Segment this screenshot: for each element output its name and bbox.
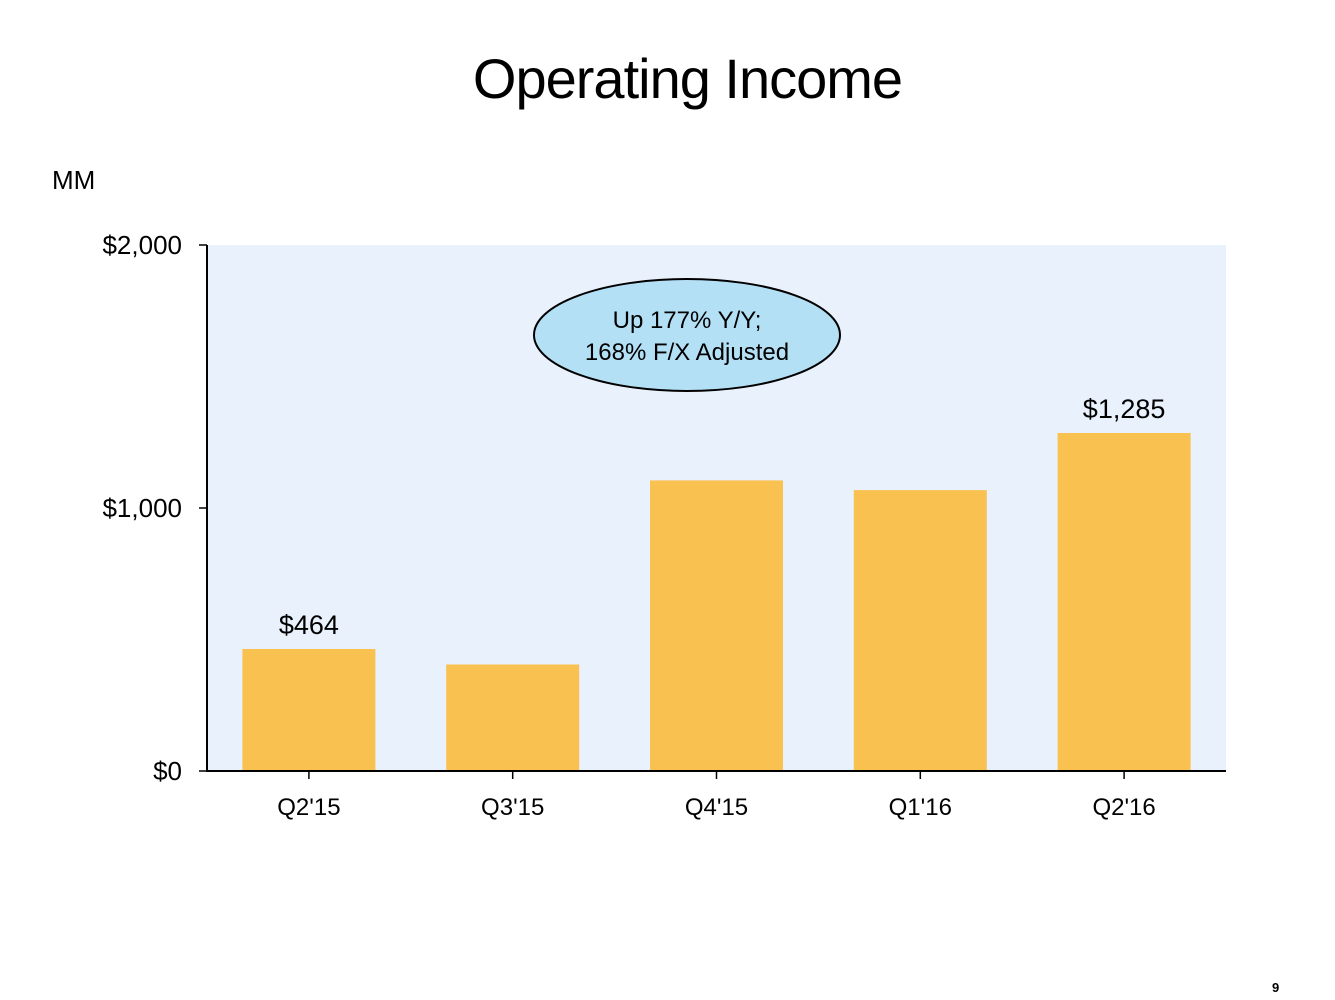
y-tick-label: $1,000 (102, 493, 182, 523)
x-tick-label: Q1'16 (889, 794, 952, 821)
bar (650, 480, 783, 771)
callout-line1: Up 177% Y/Y; (613, 307, 762, 334)
x-tick-label: Q2'16 (1092, 794, 1155, 821)
x-tick-label: Q3'15 (481, 794, 544, 821)
bar (446, 664, 580, 771)
bar (242, 649, 376, 771)
bar (1057, 433, 1191, 771)
page-number: 9 (1272, 980, 1280, 995)
data-label: $1,285 (1083, 394, 1166, 424)
x-tick-label: Q2'15 (277, 794, 340, 821)
unit-label: MM (52, 165, 96, 195)
y-tick-label: $0 (153, 756, 182, 786)
callout-line2: 168% F/X Adjusted (585, 339, 789, 366)
bar (853, 490, 987, 771)
callout-ellipse (533, 278, 841, 392)
y-tick-label: $2,000 (102, 230, 182, 260)
x-tick-label: Q4'15 (685, 794, 748, 821)
data-label: $464 (279, 610, 339, 640)
page-title: Operating Income (472, 47, 903, 110)
